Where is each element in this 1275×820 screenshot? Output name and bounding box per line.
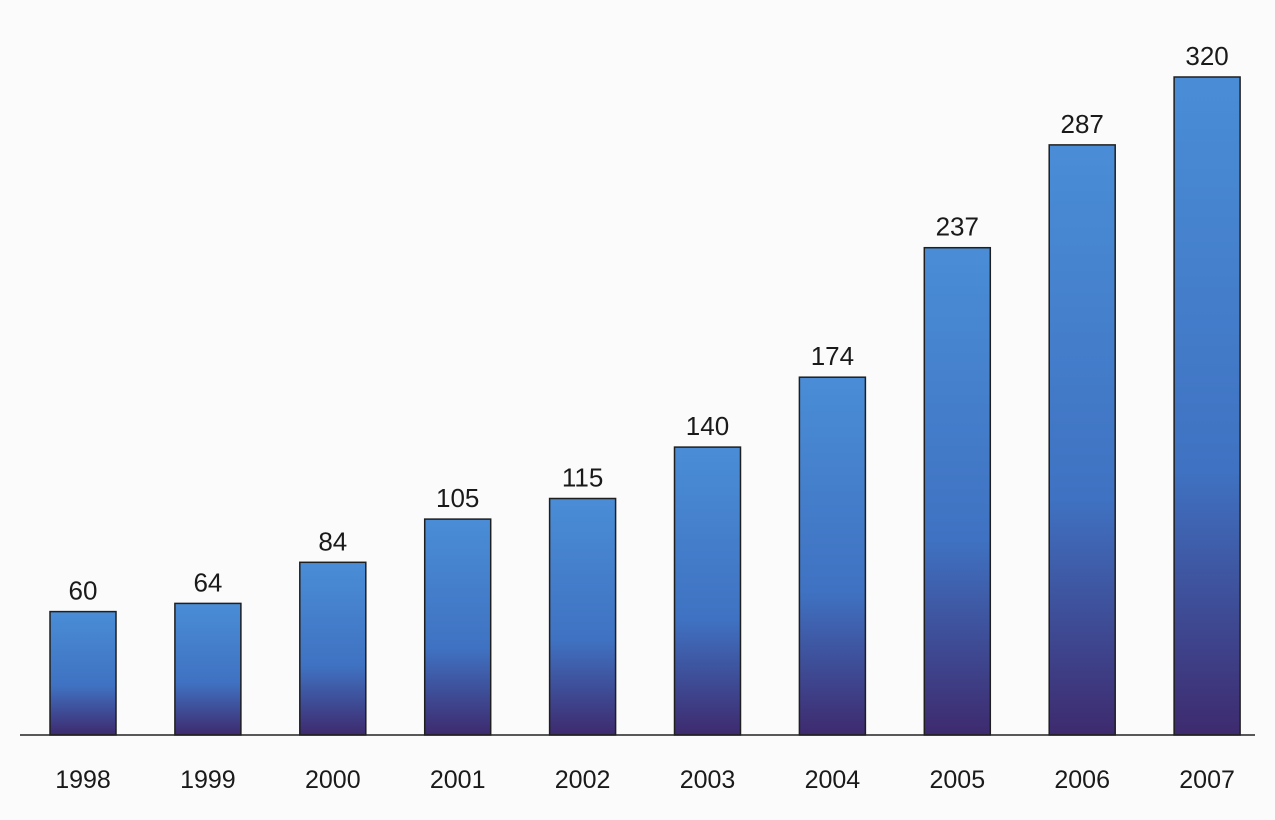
x-tick-label-2007: 2007	[1179, 766, 1235, 794]
data-label-1998: 60	[69, 576, 98, 606]
data-label-2002: 115	[562, 463, 603, 493]
data-label-2000: 84	[318, 526, 347, 556]
bar-2002	[548, 497, 617, 736]
x-tick-label-2000: 2000	[305, 766, 361, 794]
x-tick-label-1998: 1998	[55, 766, 111, 794]
x-tick-label-2004: 2004	[805, 766, 861, 794]
x-tick-label-2006: 2006	[1054, 766, 1110, 794]
x-tick-label-2002: 2002	[555, 766, 611, 794]
bar-2003	[673, 446, 742, 736]
bars-group	[49, 76, 1241, 736]
bar-2000	[299, 561, 367, 736]
bar-2004	[798, 376, 867, 736]
x-tick-label-2005: 2005	[929, 766, 985, 794]
bar-1999	[174, 602, 242, 736]
data-label-2001: 105	[436, 483, 479, 513]
data-label-2007: 320	[1185, 41, 1228, 71]
bar-2001	[423, 518, 492, 736]
data-label-2004: 174	[811, 341, 854, 371]
data-label-2003: 140	[686, 411, 729, 441]
data-labels-group: 60 64 84 105 115 140 174 237 287 320	[69, 41, 1229, 606]
bar-2007	[1173, 76, 1241, 736]
data-label-2006: 287	[1061, 109, 1104, 139]
data-label-1999: 64	[193, 567, 222, 597]
x-tick-label-2001: 2001	[430, 766, 486, 794]
x-tick-label-1999: 1999	[180, 766, 236, 794]
bar-2005	[923, 246, 992, 736]
bar-2006	[1048, 144, 1116, 736]
bar-1998	[49, 610, 117, 736]
data-label-2005: 237	[936, 212, 979, 242]
x-tick-label-2003: 2003	[680, 766, 736, 794]
x-tick-labels-group: 1998 1999 2000 2001 2002 2003 2004 2005 2006 2007	[55, 766, 1235, 794]
